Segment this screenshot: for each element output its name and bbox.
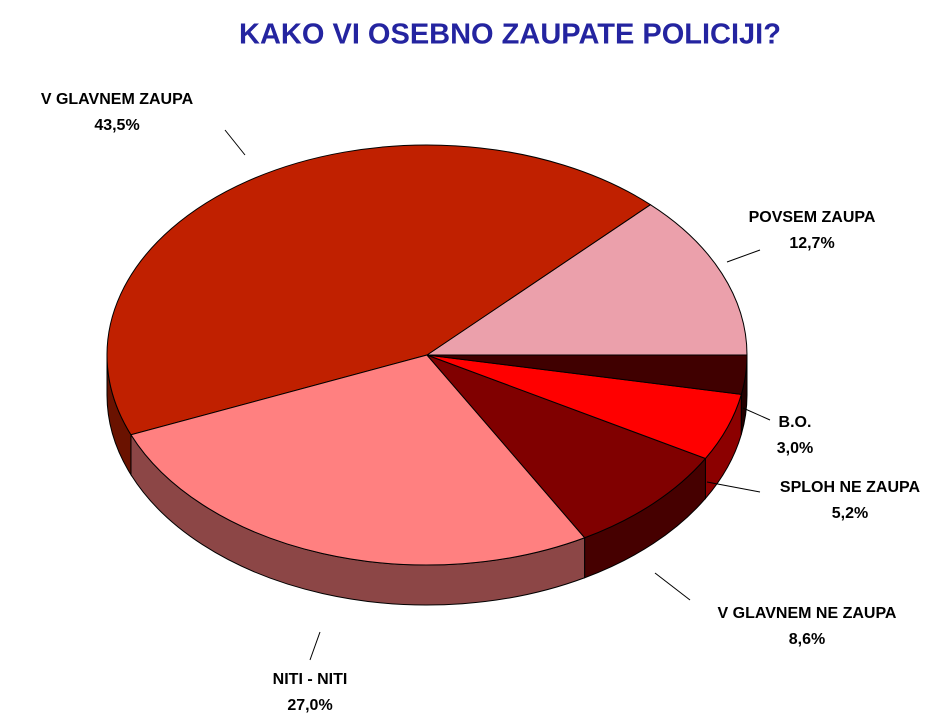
pie-slice: [130, 354, 586, 566]
slice-label: V GLAVNEM ZAUPA: [41, 91, 194, 108]
leader-line: [706, 481, 761, 493]
pie-slice: [106, 144, 652, 436]
slice-label: POVSEM ZAUPA: [749, 209, 876, 226]
slice-value-label: 8,6%: [789, 631, 825, 648]
leader-line: [726, 249, 761, 263]
slice-value-label: 5,2%: [832, 505, 868, 522]
leader-line: [309, 631, 321, 661]
slice-label: V GLAVNEM NE ZAUPA: [718, 605, 897, 622]
leader-line: [224, 129, 246, 156]
slice-label: B.O.: [779, 414, 812, 431]
leader-line: [742, 407, 771, 421]
slice-value-label: 12,7%: [789, 235, 834, 252]
pie-slice: [426, 354, 748, 395]
slice-value-label: 43,5%: [94, 117, 139, 134]
pie-slice: [425, 204, 748, 356]
leader-line: [654, 572, 691, 601]
slice-value-label: 27,0%: [287, 697, 332, 714]
slice-label: NITI - NITI: [273, 671, 348, 688]
slice-label: SPLOH NE ZAUPA: [780, 479, 921, 496]
slice-value-label: 3,0%: [777, 440, 813, 457]
chart-title: KAKO VI OSEBNO ZAUPATE POLICIJI?: [239, 19, 781, 51]
pie-slice: [426, 354, 707, 539]
